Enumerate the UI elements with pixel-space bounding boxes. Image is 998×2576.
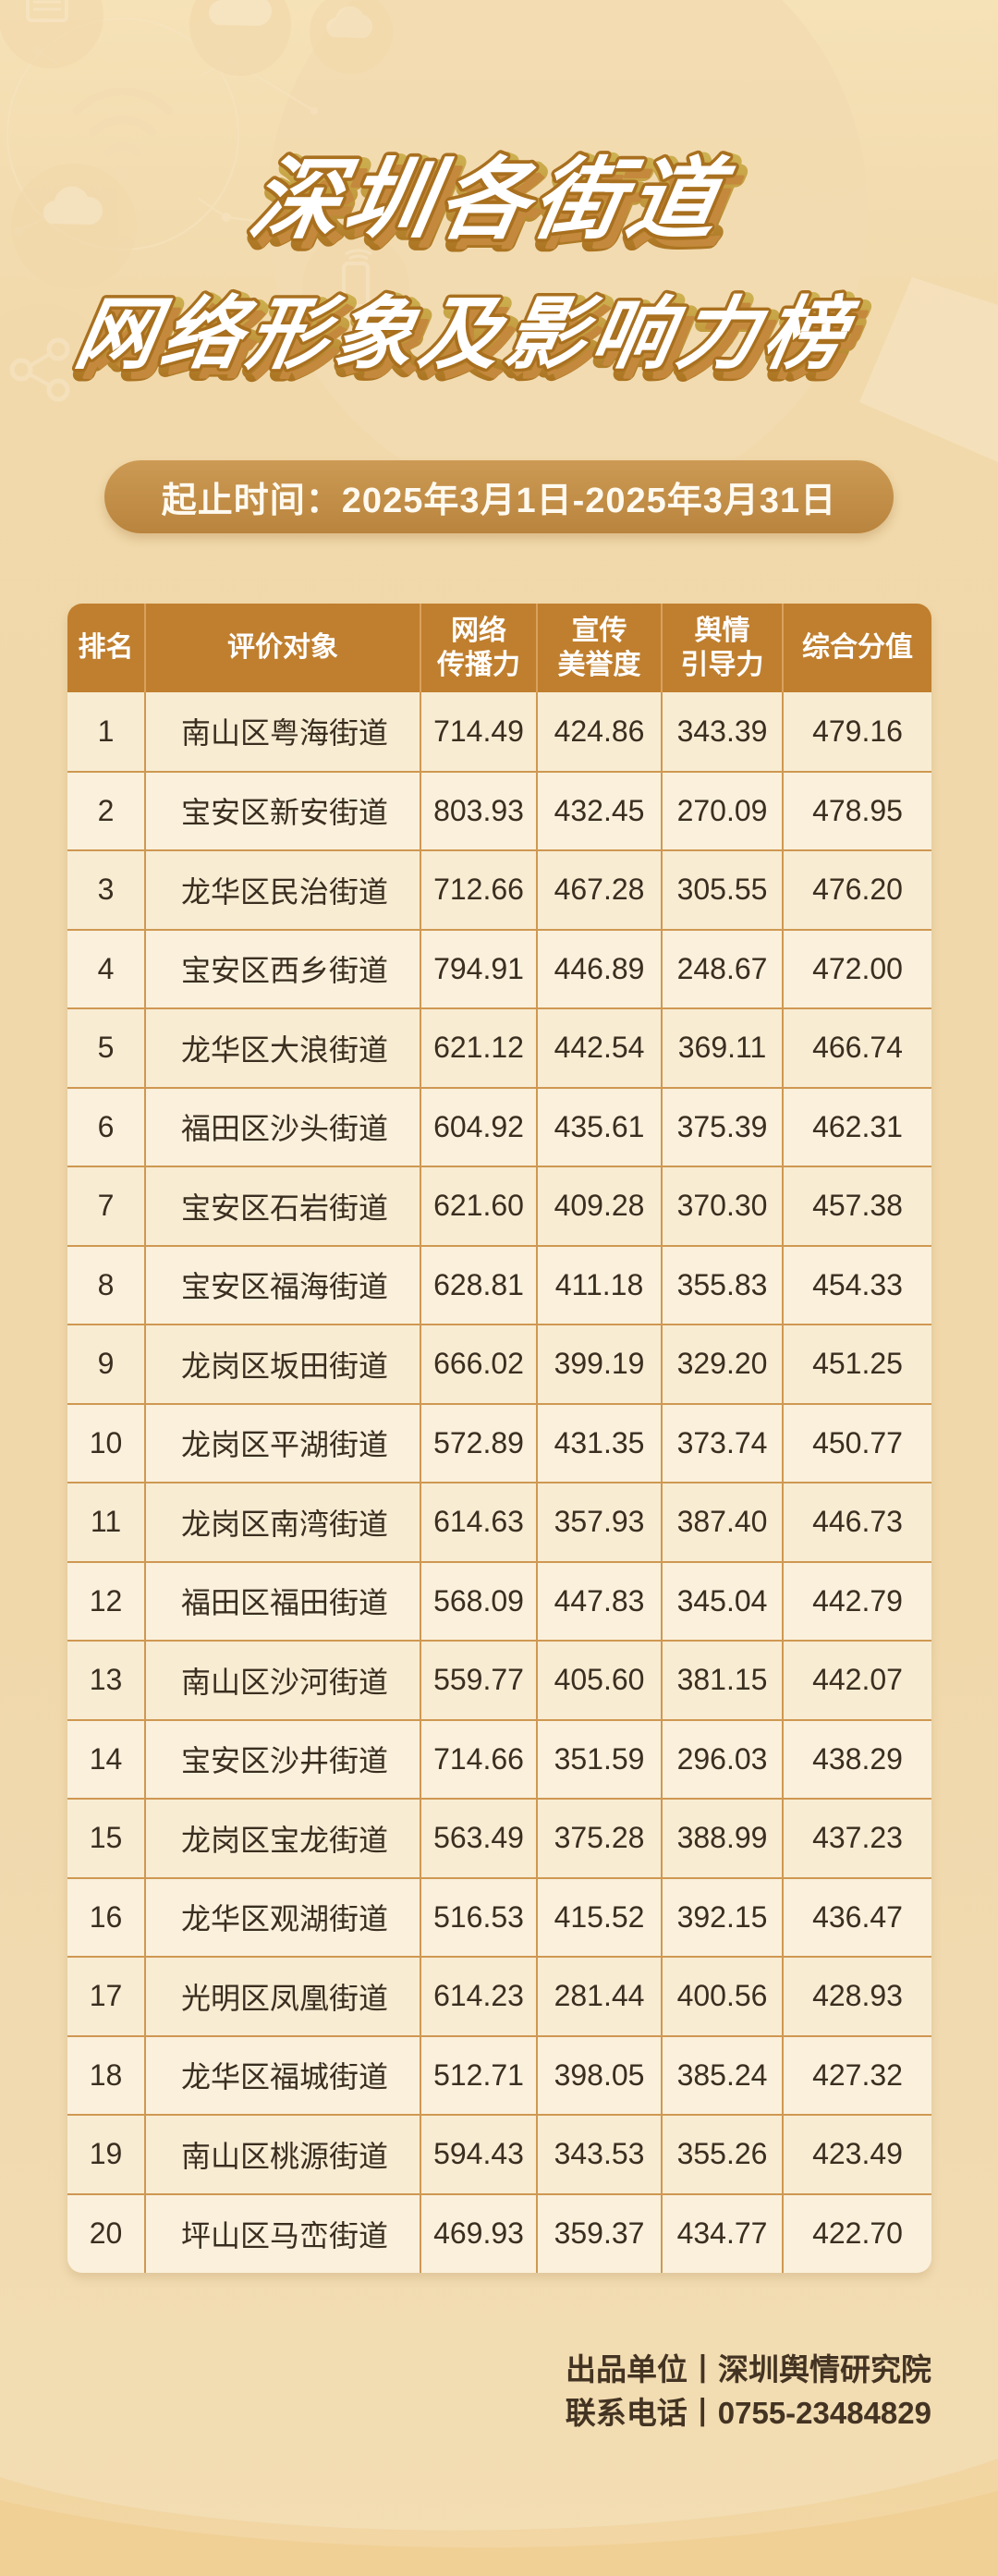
svg-text:网络形象及影响力榜: 网络形象及影响力榜 [69, 291, 863, 379]
svg-text:深圳各街道: 深圳各街道 [243, 150, 739, 250]
